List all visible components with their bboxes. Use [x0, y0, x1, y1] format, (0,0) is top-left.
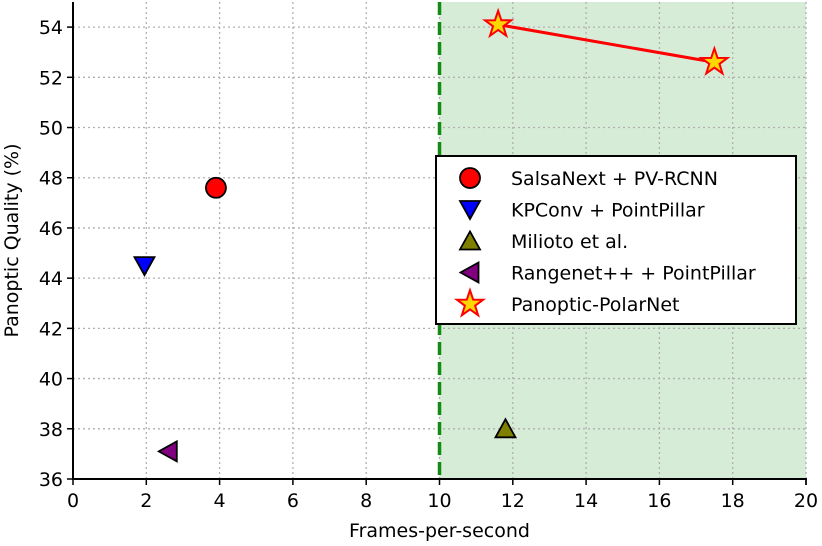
legend-marker-icon: [458, 260, 480, 285]
x-tick-label: 10: [427, 490, 451, 512]
legend-label: Milioto et al.: [511, 231, 628, 253]
y-tick-label: 52: [39, 67, 63, 89]
x-tick-label: 18: [721, 490, 745, 512]
series-milioto-et-al-: [493, 417, 517, 439]
legend-label: Panoptic-PolarNet: [511, 294, 680, 316]
y-tick-label: 44: [39, 268, 63, 290]
y-tick-label: 48: [39, 168, 63, 190]
legend-marker-icon: [458, 200, 482, 221]
series-rangenet-pointpillar: [156, 439, 178, 463]
x-tick-label: 0: [67, 490, 79, 512]
data-point: [698, 45, 731, 76]
x-tick-label: 8: [360, 490, 372, 512]
y-tick-label: 36: [39, 469, 63, 491]
x-tick-label: 20: [794, 490, 818, 512]
legend-label: Rangenet++ + PointPillar: [511, 263, 756, 285]
x-tick-label: 16: [647, 490, 671, 512]
data-point: [205, 176, 227, 199]
series-kpconv-pointpillar: [132, 256, 156, 277]
x-tick-label: 6: [287, 490, 299, 512]
y-tick-label: 38: [39, 419, 63, 441]
y-tick-label: 42: [39, 318, 63, 340]
y-tick-label: 46: [39, 218, 63, 240]
data-point: [493, 417, 517, 439]
legend-marker-icon: [458, 229, 482, 251]
legend-label: KPConv + PointPillar: [511, 200, 705, 222]
legend-marker-icon: [453, 287, 487, 318]
legend-marker-icon: [459, 167, 481, 189]
y-tick-label: 54: [39, 17, 63, 39]
x-tick-label: 4: [214, 490, 226, 512]
x-axis-title: Frames-per-second: [349, 520, 530, 542]
legend: SalsaNext + PV-RCNN KPConv + PointPillar M…: [435, 155, 797, 325]
legend-label: SalsaNext + PV-RCNN: [511, 168, 718, 190]
x-tick-label: 2: [140, 490, 152, 512]
y-tick-label: 40: [39, 369, 63, 391]
x-tick-label: 14: [574, 490, 598, 512]
y-tick-label: 50: [39, 118, 63, 140]
data-point: [482, 7, 515, 39]
series-salsanext-pv-rcnn: [205, 176, 227, 199]
y-axis-title: Panoptic Quality (%): [1, 144, 23, 338]
series-panoptic-polarnet: [482, 7, 731, 76]
data-point: [156, 439, 178, 463]
x-tick-label: 12: [501, 490, 525, 512]
data-point: [132, 256, 156, 277]
